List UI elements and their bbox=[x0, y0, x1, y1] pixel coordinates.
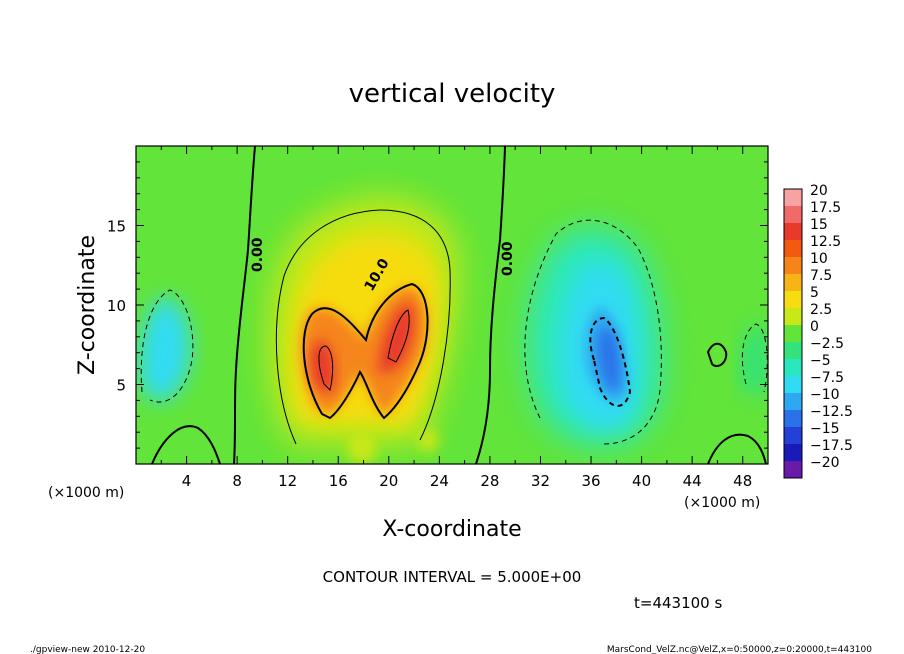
x-tick-label: 24 bbox=[430, 472, 449, 490]
colorbar-label: 20 bbox=[810, 183, 828, 199]
x-tick-label: 40 bbox=[632, 472, 651, 490]
colorbar-swatch bbox=[784, 376, 802, 393]
colorbar-swatch bbox=[784, 308, 802, 325]
colorbar-label: 17.5 bbox=[810, 200, 841, 216]
contour-ten bbox=[302, 282, 429, 420]
contour-label-zero-left: 0.00 bbox=[250, 237, 266, 272]
colorbar-swatch bbox=[784, 274, 802, 291]
contour-bottom-hump-left bbox=[151, 425, 221, 464]
colorbar-label: −20 bbox=[810, 455, 840, 471]
updraft-core-right bbox=[378, 302, 414, 374]
colorbar-swatch bbox=[784, 240, 802, 257]
colorbar-label: 5 bbox=[810, 285, 819, 301]
chart-title: vertical velocity bbox=[349, 79, 556, 109]
x-tick-label: 20 bbox=[379, 472, 398, 490]
contour-bottom-hump-right bbox=[707, 433, 767, 464]
contour-label-zero-middle: 0.00 bbox=[500, 241, 516, 276]
colorbar-swatch bbox=[784, 461, 802, 478]
x-axis-title: X-coordinate bbox=[382, 517, 521, 542]
colorbar-label: 7.5 bbox=[810, 268, 832, 284]
contour-neg-five-edge bbox=[741, 323, 768, 393]
downdraft-right-edge bbox=[739, 322, 768, 396]
y-axis-title: Z-coordinate bbox=[75, 235, 100, 375]
colorbar-swatch bbox=[784, 257, 802, 274]
y-tick-label: 5 bbox=[116, 377, 126, 395]
downdraft-core bbox=[597, 327, 621, 392]
colorbar-label: 15 bbox=[810, 217, 828, 233]
colorbar-label: 2.5 bbox=[810, 302, 832, 318]
colorbar-swatch bbox=[784, 291, 802, 308]
colorbar-label: 12.5 bbox=[810, 234, 841, 250]
x-tick-label: 48 bbox=[733, 472, 752, 490]
heatmap-field bbox=[136, 146, 768, 464]
colorbar-swatch bbox=[784, 189, 802, 206]
x-tick-label: 4 bbox=[182, 472, 192, 490]
downdraft-region bbox=[139, 227, 768, 447]
contour-fifteen-left bbox=[318, 345, 334, 391]
contour-fifteen-right bbox=[387, 309, 410, 363]
y-tick-label: 15 bbox=[107, 218, 126, 236]
contour-neg-five-right bbox=[524, 219, 662, 445]
x-tick-label: 12 bbox=[278, 472, 297, 490]
contour-five bbox=[275, 209, 451, 445]
footer-left: ./gpview-new 2010-12-20 bbox=[30, 645, 145, 654]
time-text: t=443100 s bbox=[634, 594, 722, 612]
contour-neg-ten bbox=[589, 316, 632, 407]
colorbar-label: 10 bbox=[810, 251, 828, 267]
colorbar-frame bbox=[783, 188, 803, 479]
colorbar-swatch bbox=[784, 325, 802, 342]
y-tick-label: 10 bbox=[107, 297, 126, 315]
footer-right: MarsCond_VelZ.nc@VelZ,x=0:50000,z=0:2000… bbox=[607, 645, 872, 654]
colorbar-label: −2.5 bbox=[810, 336, 844, 352]
colorbar-swatch bbox=[784, 444, 802, 461]
colorbar: 2017.51512.5107.552.50−2.5−5−7.5−10−12.5… bbox=[783, 183, 853, 479]
colorbar-swatch bbox=[784, 427, 802, 444]
contour-small-loop bbox=[706, 342, 728, 368]
colorbar-swatch bbox=[784, 410, 802, 427]
colorbar-swatch bbox=[784, 342, 802, 359]
colorbar-swatch bbox=[784, 206, 802, 223]
x-tick-label: 36 bbox=[581, 472, 600, 490]
contour-interval-text: CONTOUR INTERVAL = 5.000E+00 bbox=[323, 568, 582, 586]
y-axis-ticks: 5 10 15 bbox=[107, 161, 768, 449]
contour-zero-middle bbox=[475, 146, 506, 464]
contour-neg-five-left bbox=[140, 289, 194, 403]
colorbar-label: −17.5 bbox=[810, 438, 853, 454]
x-tick-label: 16 bbox=[329, 472, 348, 490]
downdraft-left bbox=[139, 296, 191, 402]
x-axis-ticks: 4 8 12 16 20 24 28 32 36 40 44 48 bbox=[160, 146, 752, 490]
z-unit-label: (×1000 m) bbox=[48, 485, 124, 501]
colorbar-label: −7.5 bbox=[810, 370, 844, 386]
colorbar-label: −5 bbox=[810, 353, 831, 369]
contour-lines bbox=[140, 146, 768, 464]
colorbar-label: −15 bbox=[810, 421, 840, 437]
colorbar-swatch bbox=[784, 223, 802, 240]
x-tick-label: 32 bbox=[531, 472, 550, 490]
x-tick-label: 44 bbox=[683, 472, 702, 490]
colorbar-label: −12.5 bbox=[810, 404, 853, 420]
x-tick-label: 28 bbox=[480, 472, 499, 490]
colorbar-swatch bbox=[784, 393, 802, 410]
colorbar-swatch bbox=[784, 359, 802, 376]
colorbar-label: 0 bbox=[810, 319, 819, 335]
wisp bbox=[418, 428, 438, 452]
updraft-core-left bbox=[310, 340, 335, 394]
contour-zero-left bbox=[233, 146, 256, 464]
x-tick-label: 8 bbox=[232, 472, 242, 490]
wisp bbox=[348, 432, 376, 464]
colorbar-label: −10 bbox=[810, 387, 840, 403]
x-unit-label: (×1000 m) bbox=[684, 495, 760, 511]
